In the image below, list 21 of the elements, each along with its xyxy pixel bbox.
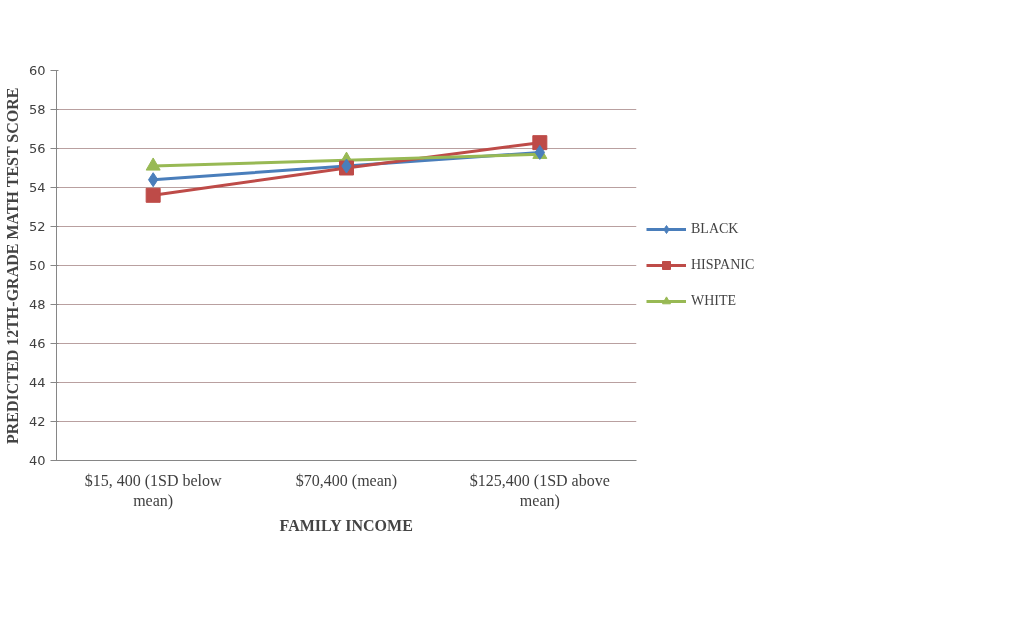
legend-label: WHITE [691,293,737,309]
y-axis-title: PREDICTED 12TH-GRADE MATH TEST SCORE [3,87,21,445]
x-axis-title: FAMILY INCOME [279,516,413,534]
legend-label: BLACK [691,221,739,237]
y-tick-label: 50 [28,258,46,273]
y-tick-label: 58 [28,102,46,117]
y-tick-label: 54 [28,180,46,195]
x-tick-label: $15, 400 (1SD below mean) [84,471,223,510]
point [145,157,161,171]
x-tick-label: $125,400 (1SD above mean) [469,471,610,510]
y-tick-label: 42 [28,414,46,429]
y-tick-label: 44 [28,375,46,390]
point [145,187,161,203]
y-tick-label: 40 [28,453,46,468]
y-tick-label: 60 [28,63,46,78]
x-tick-label: $70,400 (mean) [295,471,398,490]
y-tick-label: 52 [28,219,46,234]
y-tick-label: 56 [28,141,46,156]
y-tick-label: 46 [28,336,46,351]
legend-label: HISPANIC [691,257,755,273]
y-tick-label: 48 [28,297,46,312]
